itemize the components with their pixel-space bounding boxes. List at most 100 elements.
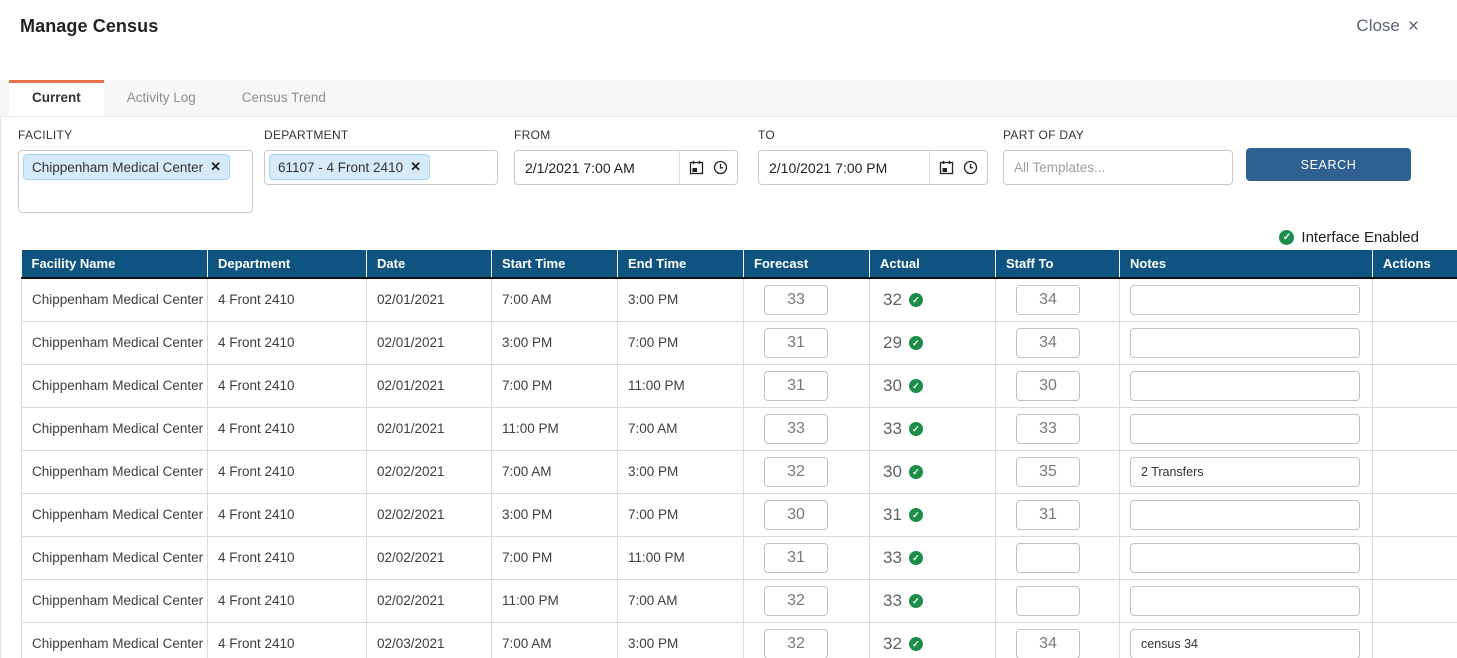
staff-to-input[interactable] (1016, 499, 1080, 530)
end-time-cell: 11:00 PM (617, 535, 744, 580)
forecast-input[interactable] (764, 499, 828, 530)
table-row: Chippenham Medical Center 4 Front 2410 02/… (21, 320, 1457, 365)
staff-to-cell (995, 578, 1120, 623)
forecast-cell (743, 277, 870, 322)
clock-icon[interactable] (713, 160, 728, 175)
search-button[interactable]: SEARCH (1246, 148, 1411, 181)
notes-input[interactable] (1130, 585, 1360, 616)
forecast-input[interactable] (764, 585, 828, 616)
tab-activity-log[interactable]: Activity Log (126, 90, 196, 105)
col-date: Date (366, 250, 492, 279)
forecast-input[interactable] (764, 542, 828, 573)
staff-to-input[interactable] (1016, 284, 1080, 315)
staff-to-cell (995, 277, 1120, 322)
date-cell: 02/02/2021 (366, 449, 492, 494)
staff-to-cell (995, 406, 1120, 451)
notes-cell (1119, 492, 1373, 537)
census-table: Facility Name Department Date Start Time… (21, 250, 1457, 658)
notes-input[interactable] (1130, 284, 1360, 315)
staff-to-input[interactable] (1016, 542, 1080, 573)
actual-value-wrap: 30 ✓ (880, 462, 995, 482)
notes-cell (1119, 277, 1373, 322)
forecast-cell (743, 535, 870, 580)
forecast-cell (743, 578, 870, 623)
department-cell: 4 Front 2410 (207, 449, 367, 494)
staff-to-input[interactable] (1016, 413, 1080, 444)
department-multiselect[interactable]: 61107 - 4 Front 2410 ✕ (264, 150, 498, 185)
actual-value: 30 (883, 461, 902, 481)
staff-to-input[interactable] (1016, 628, 1080, 658)
actual-value: 32 (883, 633, 902, 653)
check-circle-icon: ✓ (908, 335, 923, 350)
close-button[interactable]: Close × (1356, 16, 1419, 36)
check-circle-icon: ✓ (908, 378, 923, 393)
clock-icon[interactable] (963, 160, 978, 175)
actual-cell: 29 ✓ (869, 320, 996, 365)
remove-department-icon[interactable]: ✕ (410, 159, 421, 174)
forecast-input[interactable] (764, 284, 828, 315)
notes-input[interactable] (1130, 628, 1360, 658)
tab-census-trend[interactable]: Census Trend (241, 90, 326, 105)
facility-label: FACILITY (18, 128, 73, 142)
to-input[interactable] (759, 151, 929, 184)
end-time-cell: 3:00 PM (617, 621, 744, 658)
staff-to-input[interactable] (1016, 327, 1080, 358)
forecast-input[interactable] (764, 456, 828, 487)
forecast-cell (743, 449, 870, 494)
facility-multiselect[interactable]: Chippenham Medical Center ✕ (18, 150, 253, 213)
start-time-cell: 7:00 PM (491, 363, 618, 408)
notes-input[interactable] (1130, 542, 1360, 573)
end-time-cell: 11:00 PM (617, 363, 744, 408)
part-of-day-input[interactable] (1003, 150, 1233, 185)
notes-input[interactable] (1130, 370, 1360, 401)
actual-cell: 30 ✓ (869, 363, 996, 408)
check-circle-icon: ✓ (908, 636, 923, 651)
forecast-input[interactable] (764, 327, 828, 358)
col-staff-to: Staff To (995, 250, 1120, 279)
remove-facility-icon[interactable]: ✕ (210, 159, 221, 174)
actual-cell: 33 ✓ (869, 578, 996, 623)
from-filter: FROM (514, 128, 758, 185)
to-filter: TO (758, 128, 1003, 185)
notes-input[interactable] (1130, 327, 1360, 358)
notes-input[interactable] (1130, 456, 1360, 487)
from-input[interactable] (515, 151, 679, 184)
forecast-input[interactable] (764, 628, 828, 658)
actions-cell (1372, 578, 1457, 623)
check-circle-icon: ✓ (908, 550, 923, 565)
department-cell: 4 Front 2410 (207, 406, 367, 451)
staff-to-cell (995, 535, 1120, 580)
actual-value-wrap: 32 ✓ (880, 634, 995, 654)
notes-input[interactable] (1130, 499, 1360, 530)
facility-chip: Chippenham Medical Center ✕ (23, 154, 230, 180)
table-row: Chippenham Medical Center 4 Front 2410 02/… (21, 277, 1457, 322)
actual-value-wrap: 33 ✓ (880, 419, 995, 439)
forecast-input[interactable] (764, 370, 828, 401)
date-cell: 02/01/2021 (366, 363, 492, 408)
notes-cell (1119, 449, 1373, 494)
facility-name-cell: Chippenham Medical Center (21, 535, 208, 580)
notes-input[interactable] (1130, 413, 1360, 444)
staff-to-cell (995, 492, 1120, 537)
staff-to-input[interactable] (1016, 585, 1080, 616)
end-time-cell: 3:00 PM (617, 277, 744, 322)
staff-to-input[interactable] (1016, 370, 1080, 401)
actual-value-wrap: 31 ✓ (880, 505, 995, 525)
actual-value-wrap: 30 ✓ (880, 376, 995, 396)
tab-content: FACILITY Chippenham Medical Center ✕ DEP… (0, 117, 1457, 658)
tab-current[interactable]: Current (9, 80, 104, 116)
check-circle-icon: ✓ (1279, 230, 1295, 245)
facility-name-cell: Chippenham Medical Center (21, 406, 208, 451)
end-time-cell: 7:00 PM (617, 492, 744, 537)
staff-to-input[interactable] (1016, 456, 1080, 487)
department-filter: DEPARTMENT 61107 - 4 Front 2410 ✕ (264, 128, 514, 185)
tabbar: Current Activity Log Census Trend (0, 80, 1457, 117)
actions-cell (1372, 621, 1457, 658)
calendar-icon[interactable] (939, 160, 954, 175)
check-circle-icon: ✓ (908, 421, 923, 436)
calendar-icon[interactable] (689, 160, 704, 175)
forecast-input[interactable] (764, 413, 828, 444)
actual-cell: 32 ✓ (869, 277, 996, 322)
notes-cell (1119, 320, 1373, 365)
